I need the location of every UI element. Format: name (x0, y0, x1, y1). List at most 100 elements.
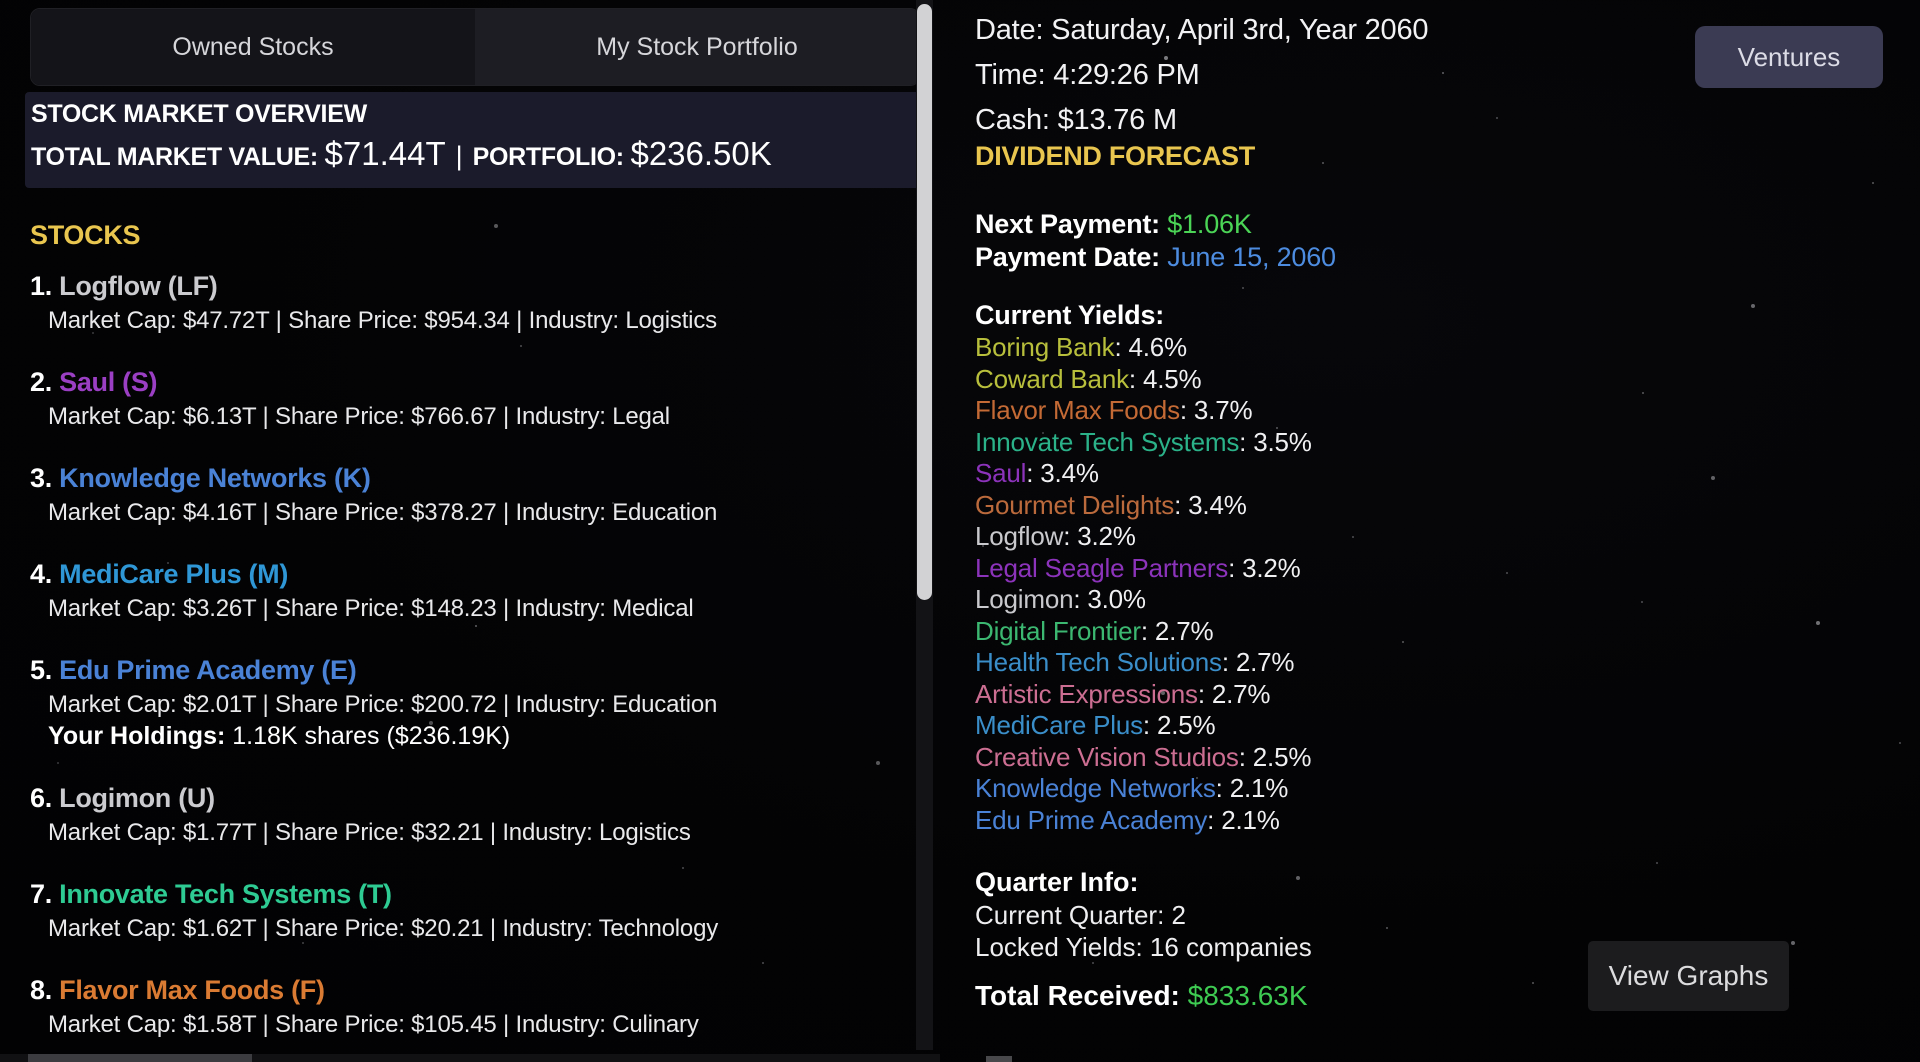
yield-value: : 2.7% (1140, 615, 1214, 646)
yield-value: : 3.4% (1026, 458, 1099, 488)
stock-rank: 4. (30, 559, 52, 589)
yield-company-name: Legal Seagle Partners (975, 552, 1229, 583)
stock-list-item[interactable]: 7. Innovate Tech Systems (T) Market Cap:… (30, 878, 890, 943)
stock-market-overview-panel: STOCK MARKET OVERVIEW TOTAL MARKET VALUE… (25, 92, 920, 188)
overview-title: STOCK MARKET OVERVIEW (31, 100, 367, 128)
stock-name: Logflow (LF) (59, 271, 218, 301)
stock-title: 5. Edu Prime Academy (E) (30, 654, 890, 686)
yield-company-name: Coward Bank (975, 363, 1129, 394)
yield-value: : 2.5% (1142, 710, 1216, 740)
stock-rank: 7. (30, 879, 52, 909)
stocks-section-header: STOCKS (30, 220, 141, 250)
stock-list-item[interactable]: 4. MediCare Plus (M) Market Cap: $3.26T … (30, 558, 890, 623)
tab-owned-stocks[interactable]: Owned Stocks (31, 9, 475, 85)
current-yields-header: Current Yields: (975, 300, 1165, 330)
dividend-forecast-section: DIVIDEND FORECAST Next Payment: $1.06K P… (975, 140, 1575, 1013)
yield-value: : 2.1% (1215, 773, 1289, 803)
stock-name: MediCare Plus (M) (59, 559, 289, 589)
yield-row: Flavor Max Foods: 3.7% (975, 395, 1575, 427)
hud-time: Time: 4:29:26 PM (975, 59, 1200, 91)
stock-details: Market Cap: $1.77T | Share Price: $32.21… (48, 819, 691, 846)
bottom-scrollbar-track[interactable] (0, 1054, 940, 1062)
hud-date: Date: Saturday, April 3rd, Year 2060 (975, 14, 1429, 46)
left-panel-scrollbar-track[interactable] (916, 0, 933, 1050)
yield-row: Legal Seagle Partners: 3.2% (975, 553, 1575, 585)
yield-row: Innovate Tech Systems: 3.5% (975, 427, 1575, 459)
stock-list-item[interactable]: 5. Edu Prime Academy (E) Market Cap: $2.… (30, 654, 890, 751)
yield-row: MediCare Plus: 2.5% (975, 710, 1575, 742)
yield-row: Artistic Expressions: 2.7% (975, 679, 1575, 711)
stock-name: Flavor Max Foods (F) (59, 975, 325, 1005)
dividend-forecast-header: DIVIDEND FORECAST (975, 141, 1255, 171)
stock-name: Edu Prime Academy (E) (59, 655, 357, 685)
yield-row: Creative Vision Studios: 2.5% (975, 742, 1575, 774)
yield-company-name: Logimon (975, 584, 1074, 614)
stock-list-item[interactable]: 2. Saul (S) Market Cap: $6.13T | Share P… (30, 366, 890, 431)
bottom-scrollbar-nub[interactable] (986, 1056, 1012, 1062)
stock-rank: 6. (30, 783, 52, 813)
yield-row: Saul: 3.4% (975, 458, 1575, 490)
yield-value: : 3.4% (1174, 489, 1247, 520)
yield-row: Gourmet Delights: 3.4% (975, 490, 1575, 522)
yield-value: : 2.5% (1238, 741, 1312, 772)
stock-title: 7. Innovate Tech Systems (T) (30, 878, 890, 910)
yield-value: : 4.5% (1128, 363, 1202, 394)
stock-name: Logimon (U) (59, 783, 215, 813)
stock-holdings-label: Your Holdings: (48, 722, 226, 750)
yield-row: Logflow: 3.2% (975, 521, 1575, 553)
stock-list-item[interactable]: 8. Flavor Max Foods (F) Market Cap: $1.5… (30, 974, 890, 1039)
yield-list: Boring Bank: 4.6% Coward Bank: 4.5% Flav… (975, 332, 1575, 836)
yield-value: : 3.0% (1073, 584, 1146, 614)
yield-value: : 3.7% (1179, 395, 1253, 425)
left-panel-scrollbar-thumb[interactable] (917, 4, 932, 600)
stock-details: Market Cap: $1.62T | Share Price: $20.21… (48, 915, 719, 942)
stock-title: 8. Flavor Max Foods (F) (30, 974, 890, 1006)
stock-title: 2. Saul (S) (30, 366, 890, 398)
stock-list-item[interactable]: 3. Knowledge Networks (K) Market Cap: $4… (30, 462, 890, 527)
stock-details: Market Cap: $6.13T | Share Price: $766.6… (48, 403, 670, 430)
overview-separator: | (455, 141, 463, 171)
yield-company-name: Creative Vision Studios (975, 741, 1239, 772)
stock-title: 3. Knowledge Networks (K) (30, 462, 890, 494)
current-quarter-line: Current Quarter: 2 (975, 900, 1186, 930)
yield-value: : 2.7% (1197, 678, 1271, 709)
yield-company-name: Artistic Expressions (975, 678, 1198, 709)
stock-rank: 3. (30, 463, 52, 493)
ventures-button[interactable]: Ventures (1695, 26, 1883, 88)
stock-name: Saul (S) (59, 367, 158, 397)
yield-company-name: Edu Prime Academy (975, 804, 1208, 835)
hud-cash: Cash: $13.76 M (975, 104, 1177, 136)
yield-value: : 3.2% (1228, 552, 1301, 583)
stock-list: 1. Logflow (LF) Market Cap: $47.72T | Sh… (30, 270, 890, 1062)
next-payment-label: Next Payment: (975, 209, 1160, 239)
payment-date-value: June 15, 2060 (1167, 242, 1336, 272)
stock-title: 1. Logflow (LF) (30, 270, 890, 302)
tab-my-stock-portfolio[interactable]: My Stock Portfolio (475, 9, 919, 85)
stock-name: Knowledge Networks (K) (59, 463, 371, 493)
yield-company-name: Saul (975, 458, 1027, 488)
yield-row: Edu Prime Academy: 2.1% (975, 805, 1575, 837)
yield-value: : 2.1% (1207, 804, 1280, 835)
payment-date-line: Payment Date: June 15, 2060 (975, 241, 1575, 274)
stock-details: Market Cap: $47.72T | Share Price: $954.… (48, 307, 717, 334)
stock-rank: 5. (30, 655, 52, 685)
yield-company-name: Digital Frontier (975, 615, 1141, 646)
yield-row: Logimon: 3.0% (975, 584, 1575, 616)
bottom-scrollbar-thumb[interactable] (28, 1054, 252, 1062)
portfolio-value: $236.50K (630, 135, 772, 172)
yield-value: : 3.5% (1239, 426, 1312, 457)
total-received-label: Total Received: (975, 980, 1180, 1011)
stock-list-item[interactable]: 6. Logimon (U) Market Cap: $1.77T | Shar… (30, 782, 890, 847)
stock-details: Market Cap: $2.01T | Share Price: $200.7… (48, 691, 718, 718)
yield-value: : 4.6% (1114, 332, 1187, 362)
yield-company-name: MediCare Plus (975, 710, 1143, 740)
stock-rank: 1. (30, 271, 52, 301)
total-received-value: $833.63K (1187, 980, 1308, 1011)
stock-rank: 2. (30, 367, 52, 397)
total-market-value-label: TOTAL MARKET VALUE: (31, 143, 318, 171)
view-graphs-button[interactable]: View Graphs (1588, 941, 1789, 1011)
stock-list-item[interactable]: 1. Logflow (LF) Market Cap: $47.72T | Sh… (30, 270, 890, 335)
stock-details: Market Cap: $1.58T | Share Price: $105.4… (48, 1011, 699, 1038)
stock-panel-tabbar: Owned Stocks My Stock Portfolio (30, 8, 920, 86)
yield-company-name: Health Tech Solutions (975, 647, 1222, 677)
